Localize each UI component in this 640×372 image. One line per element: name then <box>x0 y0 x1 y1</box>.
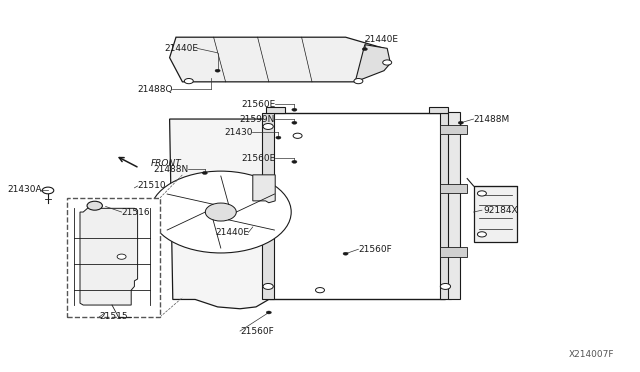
Bar <box>67 198 160 317</box>
Polygon shape <box>80 205 138 305</box>
Polygon shape <box>440 125 467 134</box>
Polygon shape <box>170 119 269 309</box>
Polygon shape <box>170 37 390 82</box>
Text: 21488M: 21488M <box>474 115 510 124</box>
Circle shape <box>292 121 297 124</box>
Circle shape <box>292 160 297 163</box>
Bar <box>269 113 445 299</box>
Polygon shape <box>262 113 274 299</box>
Text: 21560F: 21560F <box>358 245 392 254</box>
Circle shape <box>117 254 126 259</box>
Text: 92184X: 92184X <box>483 206 518 215</box>
Circle shape <box>266 311 271 314</box>
Text: 21560F: 21560F <box>240 327 274 336</box>
Circle shape <box>477 232 486 237</box>
Text: 21488N: 21488N <box>154 165 189 174</box>
Circle shape <box>383 60 392 65</box>
Circle shape <box>184 78 193 84</box>
Polygon shape <box>253 175 275 203</box>
Circle shape <box>202 171 207 174</box>
Circle shape <box>87 201 102 210</box>
Circle shape <box>316 288 324 293</box>
Circle shape <box>354 78 363 84</box>
Text: 21516: 21516 <box>122 208 150 217</box>
Text: 21440E: 21440E <box>216 228 250 237</box>
Circle shape <box>362 48 367 51</box>
Polygon shape <box>448 112 460 299</box>
Text: 21430: 21430 <box>224 128 253 137</box>
Circle shape <box>263 283 273 289</box>
Text: 21515: 21515 <box>99 312 128 321</box>
Circle shape <box>263 124 273 129</box>
Text: 21599N: 21599N <box>240 115 275 124</box>
Circle shape <box>215 69 220 72</box>
Text: 21430A: 21430A <box>7 185 42 194</box>
Circle shape <box>343 252 348 255</box>
Circle shape <box>440 283 451 289</box>
Bar <box>474 186 517 242</box>
Text: 21560E: 21560E <box>241 100 275 109</box>
Text: 21440E: 21440E <box>365 35 399 44</box>
Polygon shape <box>440 247 467 257</box>
Text: 21560E: 21560E <box>241 154 275 163</box>
Circle shape <box>42 187 54 194</box>
Text: FRONT: FRONT <box>150 159 181 168</box>
Text: 21488Q: 21488Q <box>138 85 173 94</box>
Polygon shape <box>429 107 448 113</box>
Polygon shape <box>440 184 467 193</box>
Polygon shape <box>266 107 285 113</box>
Text: X214007F: X214007F <box>569 350 614 359</box>
Circle shape <box>205 203 236 221</box>
Text: 21440E: 21440E <box>164 44 198 53</box>
Circle shape <box>293 133 302 138</box>
Circle shape <box>150 171 291 253</box>
Polygon shape <box>355 45 390 82</box>
Text: 21510: 21510 <box>138 182 166 190</box>
Circle shape <box>477 191 486 196</box>
Circle shape <box>292 108 297 111</box>
Polygon shape <box>440 113 451 299</box>
Circle shape <box>276 136 281 139</box>
Circle shape <box>458 121 463 124</box>
